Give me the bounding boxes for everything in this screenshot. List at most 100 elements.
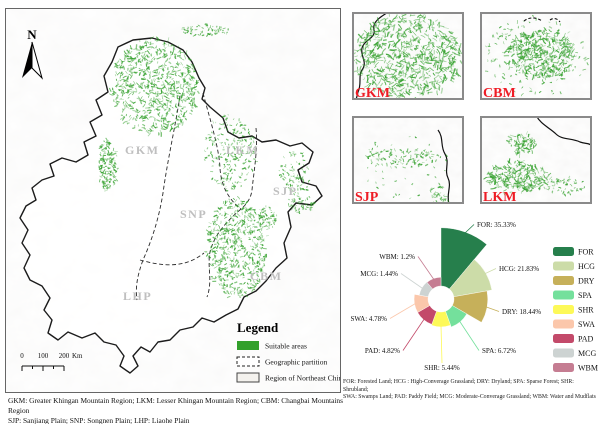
chart-legend-label-SWA: SWA bbox=[578, 320, 595, 329]
inset-cbm: CBM bbox=[480, 12, 592, 100]
chart-legend: FOR HCG DRY SPA SHR SWA PAD MCG WBM bbox=[553, 247, 598, 373]
rose-leader-HCG bbox=[484, 268, 497, 275]
rose-petal-SWA bbox=[413, 294, 431, 313]
rose-label-SHR: SHR: 5.44% bbox=[424, 364, 460, 372]
legend-swatch-geographic-partition bbox=[236, 356, 260, 367]
scale-tick-200: 200 bbox=[59, 352, 70, 360]
map-legend-title: Legend bbox=[237, 320, 279, 335]
inset-gkm-suitable-areas bbox=[352, 12, 464, 100]
chart-legend-swatch-SPA bbox=[553, 290, 574, 300]
rose-petal-SPA bbox=[445, 305, 468, 328]
chart-legend-swatch-FOR bbox=[553, 247, 574, 256]
rose-labels: FOR: 35.33% HCG: 21.83% DRY: 18.44% SPA: 6.… bbox=[350, 221, 541, 372]
inset-sjp-suitable-areas bbox=[365, 136, 450, 204]
chart-legend-label-DRY: DRY bbox=[578, 277, 595, 286]
legend-label-geographic-partition: Geographic partition bbox=[265, 358, 328, 367]
rose-petal-MCG bbox=[419, 281, 433, 297]
chart-legend-label-SPA: SPA bbox=[578, 291, 592, 300]
chart-legend-swatch-MCG bbox=[553, 348, 574, 358]
scale-tick-0: 0 bbox=[20, 352, 24, 360]
chart-legend-label-WBM: WBM bbox=[578, 364, 598, 373]
rose-leader-SPA bbox=[459, 320, 480, 351]
inset-lkm-texture bbox=[480, 116, 592, 204]
footnote-left-line2: SJP: Sanjiang Plain; SNP: Songnen Plain;… bbox=[8, 415, 190, 424]
footnote-right: FOR: Forested Land; HCG : High-Converage… bbox=[343, 379, 600, 402]
region-label-lhp: LHP bbox=[123, 289, 152, 303]
map-frame bbox=[5, 8, 341, 393]
north-label: N bbox=[27, 27, 37, 42]
inset-cbm-suitable-areas bbox=[484, 14, 590, 97]
inset-label-gkm: GKM bbox=[355, 86, 390, 100]
rose-leader-FOR bbox=[464, 224, 475, 234]
chart-legend-swatch-SWA bbox=[553, 319, 574, 329]
rose-petals bbox=[413, 227, 493, 328]
region-label-sjp: SJP bbox=[273, 184, 298, 198]
scale-unit: Km bbox=[72, 352, 83, 360]
region-labels: GKM LKM SJP SNP CBM LHP bbox=[123, 143, 298, 303]
rose-label-SPA: SPA: 6.72% bbox=[482, 347, 516, 355]
footnote-right-line1: FOR: Forested Land; HCG : High-Converage… bbox=[343, 379, 574, 393]
rose-petal-SHR bbox=[431, 310, 451, 328]
footnote-left-line1: GKM: Greater Khingan Mountain Region; LK… bbox=[8, 396, 344, 415]
rose-leader-SHR bbox=[440, 325, 443, 364]
region-outline bbox=[19, 37, 323, 374]
legend-label-region-outline: Region of Northeast China bbox=[265, 374, 341, 383]
chart-legend-label-FOR: FOR bbox=[578, 248, 594, 257]
north-arrow: N bbox=[22, 27, 43, 80]
region-label-cbm: CBM bbox=[250, 269, 283, 283]
rose-leader-DRY bbox=[485, 306, 500, 312]
rose-label-SWA: SWA: 4.78% bbox=[350, 315, 387, 323]
rose-label-PAD: PAD: 4.82% bbox=[365, 347, 400, 355]
footnote-left: GKM: Greater Khingan Mountain Region; LK… bbox=[8, 396, 353, 424]
main-map: GKM LKM SJP SNP CBM LHP N Legend Suitabl… bbox=[5, 8, 341, 393]
scale-bar: 0 100 200 Km bbox=[20, 352, 83, 371]
rose-leader-WBM bbox=[417, 256, 435, 280]
footnote-right-line2: SWA: Swamps Land; PAD: Paddy Field; MCG:… bbox=[343, 394, 596, 401]
chart-legend-swatch-WBM bbox=[553, 363, 574, 372]
rose-label-MCG: MCG: 1.44% bbox=[360, 270, 398, 278]
north-arrow-icon bbox=[22, 42, 32, 78]
rose-label-FOR: FOR: 35.33% bbox=[477, 221, 516, 229]
rose-petal-HCG bbox=[449, 259, 493, 297]
rose-label-HCG: HCG: 21.83% bbox=[499, 265, 539, 273]
inset-lkm-suitable-areas bbox=[483, 131, 585, 197]
chart-legend-swatch-PAD bbox=[553, 334, 574, 343]
rose-leader-PAD bbox=[402, 318, 425, 351]
chart-legend-label-MCG: MCG bbox=[578, 349, 596, 358]
suitable-areas-layer bbox=[98, 23, 317, 299]
region-label-lkm: LKM bbox=[226, 143, 259, 157]
inset-lkm-boundary bbox=[535, 116, 592, 147]
chart-legend-swatch-DRY bbox=[553, 276, 574, 285]
inset-label-lkm: LKM bbox=[483, 190, 516, 204]
rose-chart: FOR: 35.33% HCG: 21.83% DRY: 18.44% SPA: 6.… bbox=[350, 221, 598, 373]
chart-legend-swatch-SHR bbox=[553, 305, 574, 314]
rose-label-DRY: DRY: 18.44% bbox=[502, 308, 541, 316]
rose-center-hole bbox=[429, 287, 453, 311]
rose-leader-SWA bbox=[389, 303, 416, 319]
chart-legend-label-PAD: PAD bbox=[578, 335, 593, 344]
rose-petal-DRY bbox=[451, 290, 488, 323]
inset-label-cbm: CBM bbox=[483, 86, 516, 100]
rose-label-WBM: WBM: 1.2% bbox=[379, 253, 415, 261]
chart-legend-label-HCG: HCG bbox=[578, 262, 595, 271]
rose-leader-MCG bbox=[400, 273, 423, 289]
scale-tick-100: 100 bbox=[38, 352, 49, 360]
inset-sjp: SJP bbox=[352, 116, 464, 204]
legend-swatch-suitable-areas bbox=[237, 341, 259, 350]
inset-gkm: GKM bbox=[352, 12, 464, 100]
region-label-gkm: GKM bbox=[125, 143, 160, 157]
chart-legend-swatch-HCG bbox=[553, 261, 574, 271]
inset-lkm: LKM bbox=[480, 116, 592, 204]
rose-petal-WBM bbox=[426, 277, 442, 290]
scale-bar-line bbox=[21, 365, 65, 371]
rose-leader-lines bbox=[389, 224, 500, 364]
map-legend: Legend Suitable areas Geographic partiti… bbox=[236, 320, 341, 383]
rose-petal-FOR bbox=[440, 227, 488, 290]
region-label-snp: SNP bbox=[180, 207, 207, 221]
chart-legend-label-SHR: SHR bbox=[578, 306, 594, 315]
legend-label-suitable-areas: Suitable areas bbox=[265, 342, 307, 351]
inset-sjp-boundary bbox=[437, 129, 451, 204]
legend-swatch-region-outline bbox=[236, 372, 260, 383]
inset-label-sjp: SJP bbox=[355, 190, 379, 204]
